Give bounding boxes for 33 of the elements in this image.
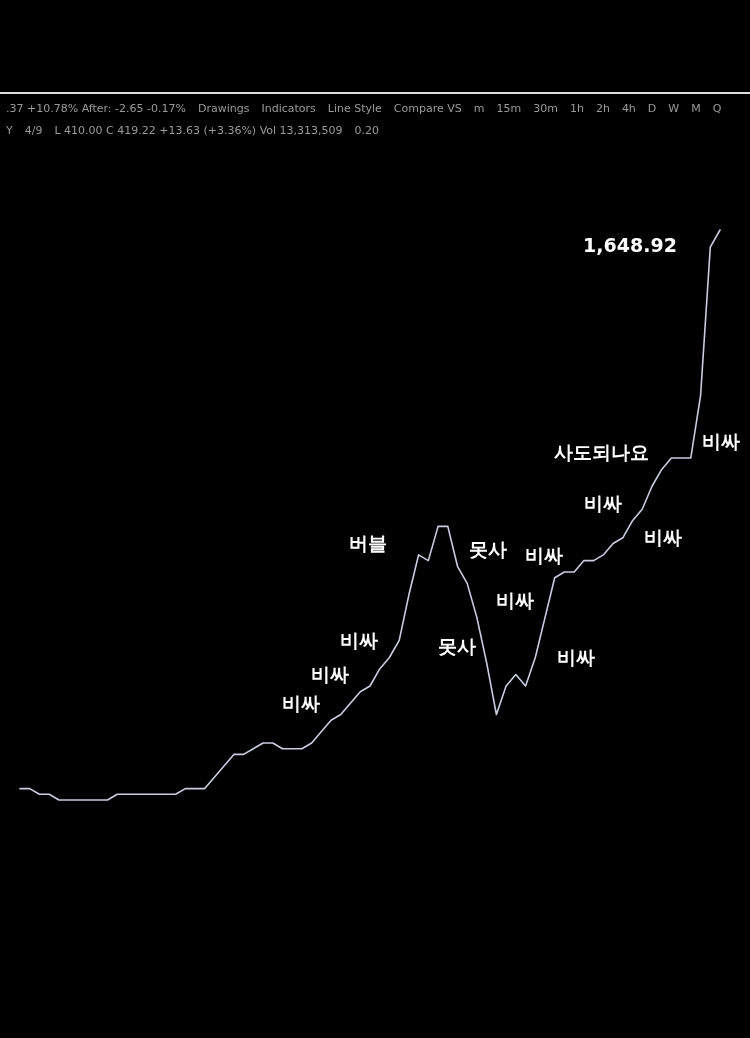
annotation: 비싸	[583, 492, 622, 515]
annotation: D	[647, 101, 657, 117]
annotation: 1,648.92	[583, 233, 677, 256]
annotation: 4/9	[24, 123, 43, 139]
annotation: 못사	[468, 537, 507, 560]
annotation: 비싸	[644, 526, 683, 549]
annotation: W	[668, 101, 680, 117]
annotation: 못사	[437, 634, 476, 657]
annotation: 15m	[496, 101, 522, 117]
annotation: 0.20	[354, 123, 380, 139]
annotation: Drawings	[197, 101, 250, 117]
annotation: Line Style	[327, 101, 382, 117]
annotation: 2h	[595, 101, 610, 117]
annotation: 비싸	[556, 646, 595, 669]
annotation: 사도되나요	[554, 440, 650, 463]
annotation: Compare VS	[393, 101, 462, 117]
annotation: L 410.00 C 419.22 +13.63 (+3.36%) Vol 13,313,509	[54, 123, 343, 139]
annotation: Indicators	[261, 101, 316, 117]
annotation: .37 +10.78% After: -2.65 -0.17%	[6, 101, 186, 117]
annotation: 비싸	[525, 543, 564, 566]
annotation: 비싸	[311, 663, 350, 686]
annotation: Y	[6, 123, 13, 139]
annotation: 4h	[621, 101, 636, 117]
annotation: 비싸	[496, 589, 534, 612]
annotation: 버블	[349, 532, 388, 555]
annotation: Q	[712, 101, 722, 117]
annotation: 30m	[533, 101, 558, 117]
annotation: 비싸	[282, 691, 321, 714]
annotation: 비싸	[701, 429, 740, 452]
annotation: m	[473, 101, 485, 117]
annotation: 1h	[569, 101, 584, 117]
annotation: 비싸	[340, 629, 379, 651]
annotation: M	[691, 101, 701, 117]
